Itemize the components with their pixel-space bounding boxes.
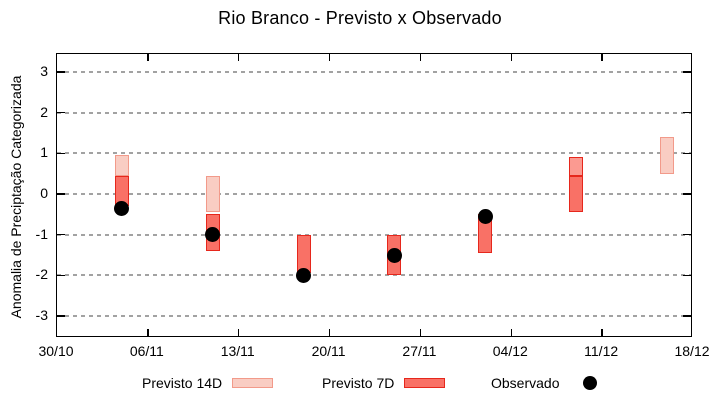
previsto-7d-swatch [404,378,446,388]
y-tick-mark-right [683,315,691,317]
x-tick-mark-top [419,54,422,61]
x-tick-label: 13/11 [220,343,255,359]
gridline [57,152,691,155]
legend-label-observado: Observado [491,375,560,391]
x-tick-mark-top [328,54,331,61]
observado-dot [205,227,221,243]
legend-label-previsto-7d: Previsto 7D [322,375,395,391]
x-tick-label: 11/12 [584,343,619,359]
legend-label-previsto-14d: Previsto 14D [142,375,223,391]
gridline [57,111,691,114]
y-tick-mark [57,152,65,155]
x-tick-mark [147,329,149,336]
observado-dot [477,208,493,224]
legend: Previsto 14D Previsto 7D Observado [0,372,720,396]
y-tick-mark [57,193,65,195]
y-tick-label: -2 [35,266,48,283]
observado-dot [386,247,402,263]
y-tick-mark [57,315,65,317]
x-tick-label: 27/11 [402,343,437,359]
chart-title: Rio Branco - Previsto x Observado [218,8,502,28]
x-tick-label: 06/11 [129,343,164,359]
x-tick-label: 30/10 [38,343,74,359]
plot-area [56,53,692,337]
bar-previsto-7d [569,175,584,213]
x-tick-mark [237,329,240,336]
x-tick-mark-top [601,54,603,61]
y-tick-mark-right [683,274,691,277]
x-tick-label: 18/12 [674,343,710,359]
gridline [57,193,691,195]
x-tick-mark [601,329,603,336]
observado-swatch-dot [583,376,598,390]
previsto-14d-swatch [232,378,274,388]
x-tick-mark [328,329,331,336]
y-tick-mark-right [683,193,691,195]
y-tick-mark-right [683,233,691,236]
x-tick-mark [510,329,513,336]
x-tick-label: 04/12 [492,343,528,359]
y-tick-mark-right [683,152,691,155]
legend-item-previsto-7d: Previsto 7D [322,372,446,394]
y-tick-label: 1 [40,144,48,161]
gridline [57,233,691,236]
bar-previsto-14d [205,175,220,213]
y-tick-mark [57,274,65,277]
x-tick-mark-top [147,54,149,61]
y-tick-mark-right [683,111,691,114]
y-tick-label: -1 [35,225,48,242]
y-tick-mark-right [683,71,691,73]
y-tick-label: 2 [40,103,48,120]
x-tick-mark-top [237,54,240,61]
x-tick-mark [419,329,422,336]
observado-dot [296,267,312,283]
y-tick-mark [57,111,65,114]
gridline [57,315,691,318]
gridline [57,70,691,73]
y-tick-label: 3 [40,62,48,79]
y-tick-label: 0 [40,185,48,201]
legend-item-observado: Observado [491,372,598,394]
bar-previsto-14d [114,155,129,176]
bar-previsto-14d [569,157,584,176]
x-tick-mark-top [510,54,513,61]
observado-dot [114,200,130,216]
gridline [57,274,691,277]
y-tick-mark [57,233,65,236]
x-tick-label: 20/11 [311,343,346,359]
bar-previsto-14d [660,137,675,174]
legend-item-previsto-14d: Previsto 14D [142,372,274,394]
y-tick-label: -3 [35,307,48,324]
y-tick-mark [57,71,65,73]
